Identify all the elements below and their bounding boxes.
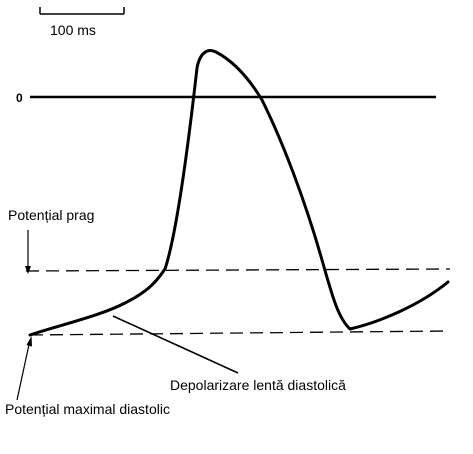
max-diastolic-dashed-line: [29, 330, 451, 336]
threshold-arrow: [25, 230, 31, 274]
max-diastolic-label: Potențial maximal diastolic: [5, 401, 170, 417]
scale-bar: [39, 7, 125, 15]
threshold-dashed-line: [25, 268, 451, 272]
action-potential-curve: [28, 49, 450, 337]
max-diastolic-arrow: [16, 336, 32, 401]
scale-bar-label: 100 ms: [50, 22, 96, 38]
zero-label: 0: [16, 91, 23, 105]
threshold-label: Potențial prag: [8, 207, 94, 223]
slow-depolarization-label: Depolarizare lentă diastolică: [170, 377, 346, 393]
slow-depolarization-pointer: [112, 315, 239, 374]
